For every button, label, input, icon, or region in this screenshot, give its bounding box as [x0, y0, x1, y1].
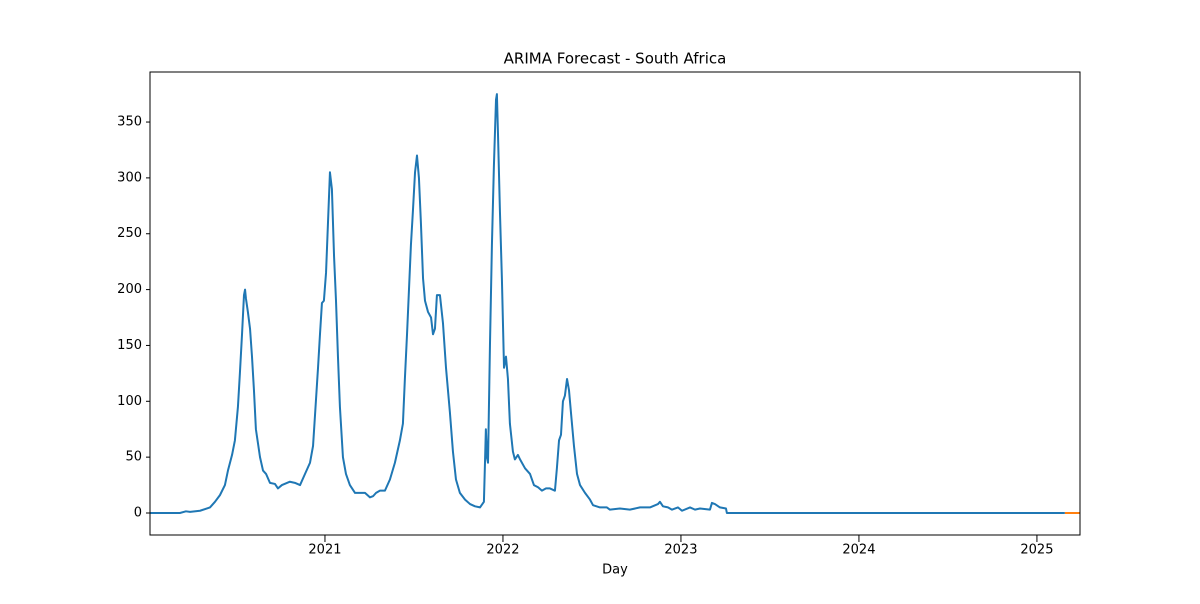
x-tick-label: 2025	[1020, 543, 1053, 558]
x-axis-label: Day	[602, 563, 628, 578]
x-tick-label: 2024	[842, 543, 875, 558]
y-tick-label: 250	[117, 226, 142, 241]
chart-title: ARIMA Forecast - South Africa	[504, 50, 727, 68]
y-tick-label: 350	[117, 115, 142, 130]
x-tick-label: 2021	[308, 543, 341, 558]
line-series	[150, 93, 1065, 514]
y-tick-label: 150	[117, 338, 142, 353]
plot-frame	[149, 71, 1081, 536]
y-tick-label: 0	[134, 505, 142, 520]
y-tick-label: 100	[117, 394, 142, 409]
y-tick-label: 50	[125, 450, 142, 465]
y-tick-label: 300	[117, 170, 142, 185]
x-tick-label: 2023	[664, 543, 697, 558]
y-tick-label: 200	[117, 282, 142, 297]
x-tick-label: 2022	[486, 543, 519, 558]
